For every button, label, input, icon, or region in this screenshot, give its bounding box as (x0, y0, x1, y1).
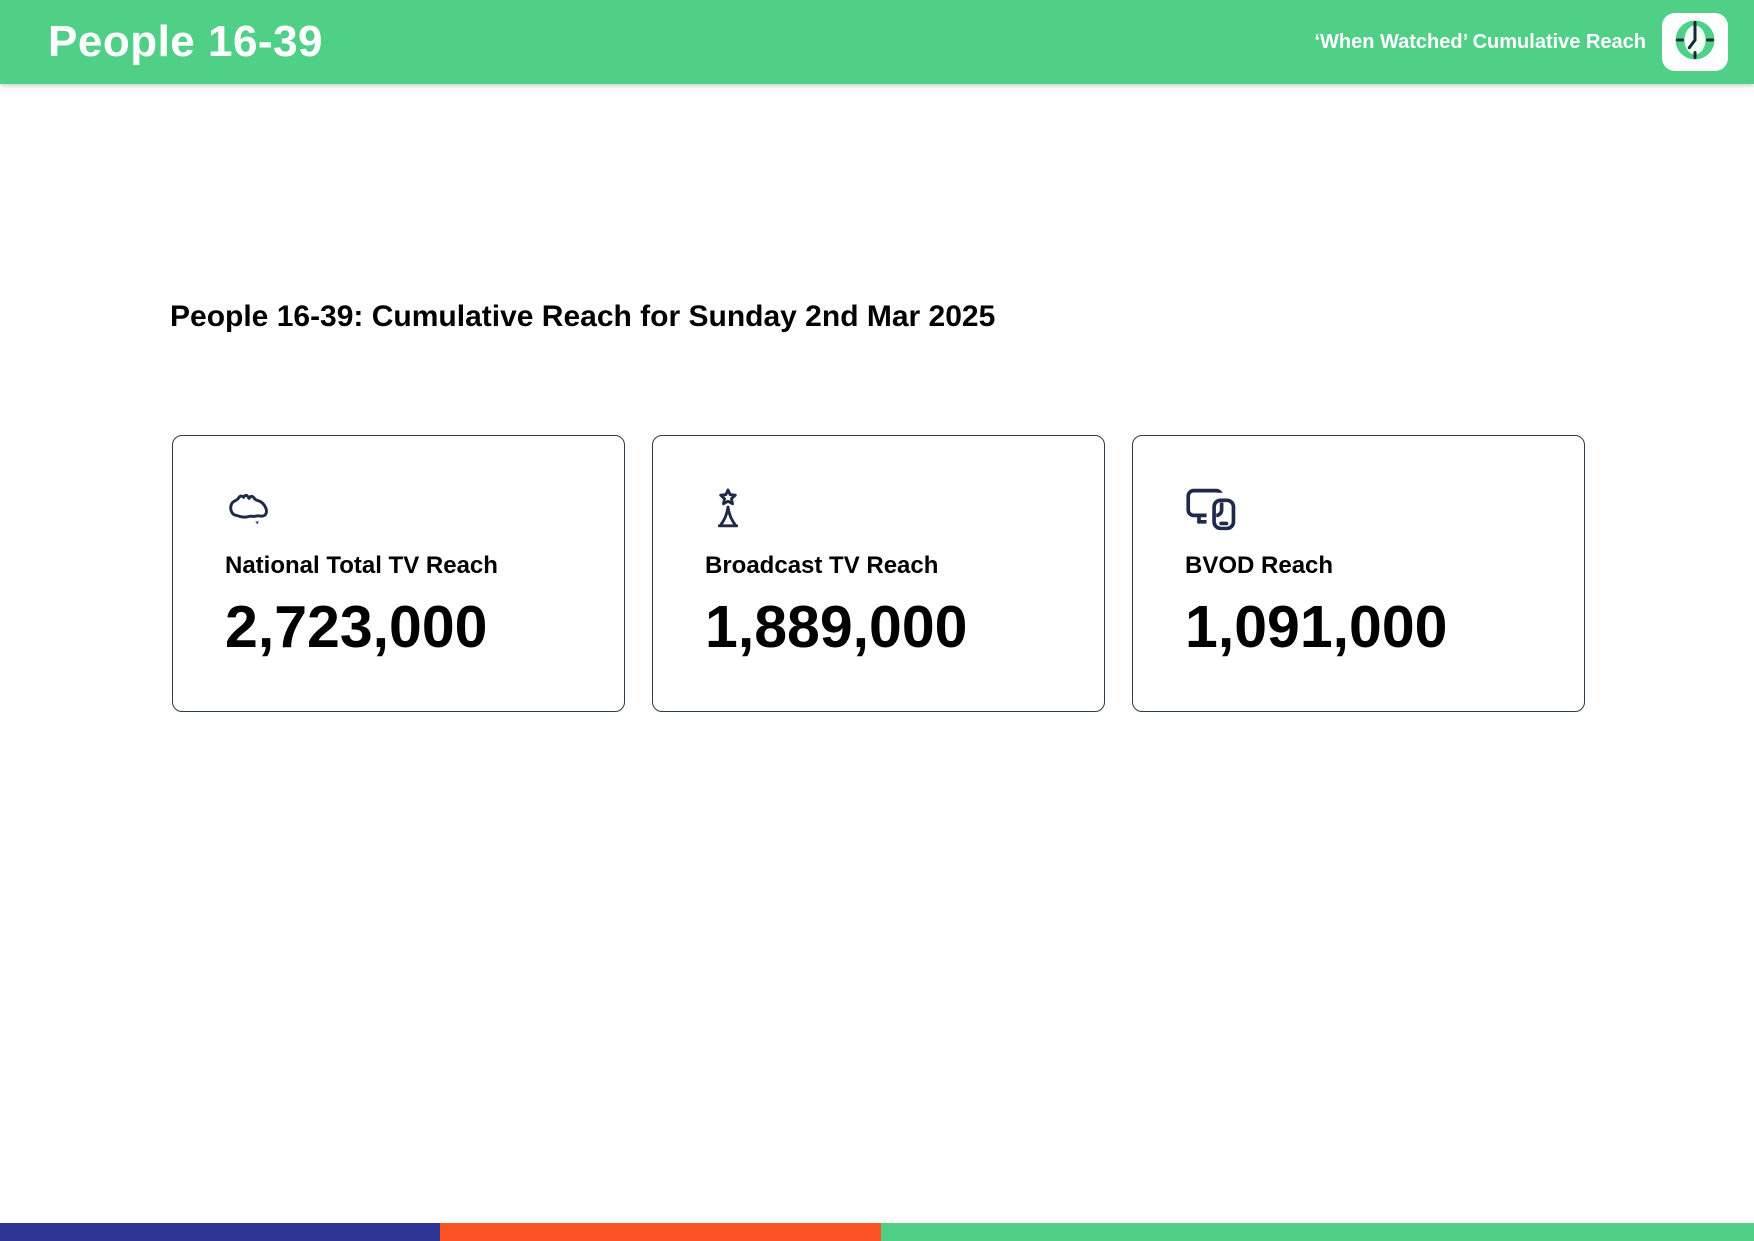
card-value: 1,889,000 (705, 594, 968, 660)
footer-bar (0, 1223, 1754, 1241)
clock-icon (1671, 16, 1719, 69)
footer-segment-2 (880, 1223, 1754, 1241)
broadcast-tower-icon (705, 486, 1076, 536)
reach-cards: National Total TV Reach 2,723,000 Broadc… (172, 435, 1585, 712)
card-label: National Total TV Reach (225, 552, 498, 579)
header-title: People 16-39 (48, 17, 324, 66)
clock-badge (1662, 13, 1728, 71)
app-header: People 16-39 ‘When Watched’ Cumulative R… (0, 0, 1754, 84)
card-label: BVOD Reach (1185, 552, 1334, 579)
card-label: Broadcast TV Reach (705, 552, 939, 579)
card-value: 2,723,000 (225, 594, 488, 660)
card-bvod-reach: BVOD Reach 1,091,000 (1132, 435, 1585, 712)
header-right: ‘When Watched’ Cumulative Reach (1314, 13, 1728, 71)
devices-icon (1185, 486, 1556, 536)
card-broadcast-tv-reach: Broadcast TV Reach 1,889,000 (652, 435, 1105, 712)
footer-segment-1 (439, 1223, 881, 1241)
australia-map-icon (225, 486, 596, 536)
page-title: People 16-39: Cumulative Reach for Sunda… (170, 300, 996, 333)
header-subtitle: ‘When Watched’ Cumulative Reach (1314, 30, 1646, 53)
card-national-total-tv-reach: National Total TV Reach 2,723,000 (172, 435, 625, 712)
footer-segment-0 (0, 1223, 440, 1241)
card-value: 1,091,000 (1185, 594, 1448, 660)
